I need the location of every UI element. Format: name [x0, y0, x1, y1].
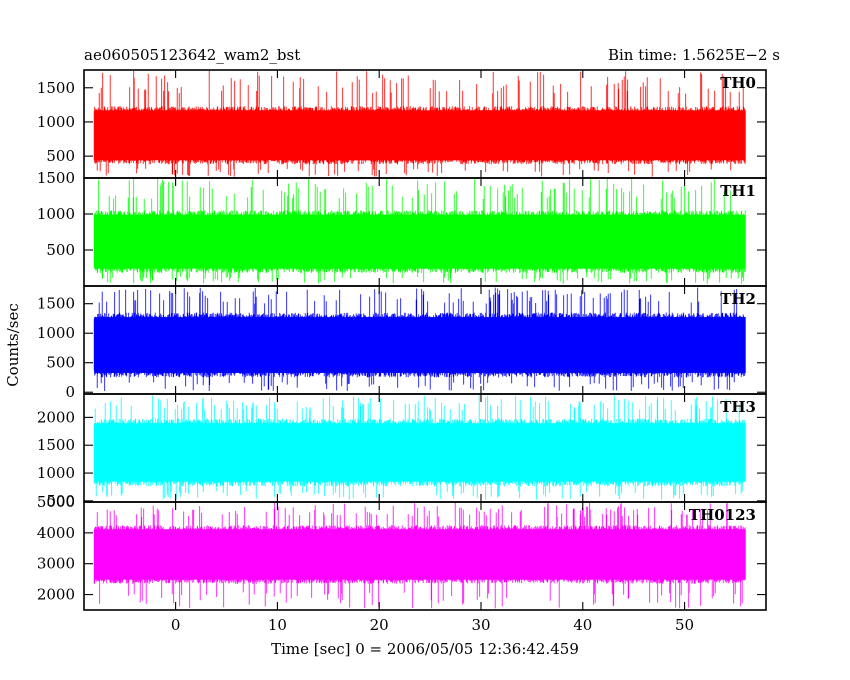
y-axis-label: Counts/sec: [4, 303, 22, 387]
x-tick-label: 50: [675, 616, 694, 634]
series-th2-core: [94, 317, 746, 373]
series-th3-core: [94, 423, 746, 482]
y-tick-label: 500: [46, 492, 75, 510]
y-tick-label: 1000: [37, 464, 75, 482]
y-tick-label: 500: [46, 241, 75, 259]
y-tick-label: 4000: [37, 524, 75, 542]
y-tick-label: 0: [65, 383, 75, 401]
series-th0123-core: [94, 529, 746, 580]
x-tick-label: 10: [268, 616, 287, 634]
panel-th3: 500 1000 1500 2000 TH3: [37, 393, 767, 510]
y-tick-label: 5000: [37, 493, 75, 511]
y-tick-label: 1000: [37, 113, 75, 131]
y-tick-label: 3000: [37, 555, 75, 573]
panel-label: TH1: [720, 182, 756, 200]
y-tick-label: 1000: [37, 324, 75, 342]
series-th1-core: [94, 214, 746, 269]
y-tick-label: 1000: [37, 205, 75, 223]
panel-label: TH0: [720, 74, 756, 92]
panel-th1: 500 1000 1500 TH1: [37, 169, 767, 287]
y-tick-label: 1500: [37, 79, 75, 97]
y-tick-label: 500: [46, 147, 75, 165]
y-tick-label: 2000: [37, 408, 75, 426]
panel-label: TH0123: [689, 506, 756, 524]
series-th0-core: [94, 110, 746, 161]
x-tick-label: 0: [171, 616, 181, 634]
x-axis-label: Time [sec] 0 = 2006/05/05 12:36:42.459: [271, 640, 579, 658]
chart-title-left: ae060505123642_wam2_bst: [84, 46, 300, 64]
y-tick-label: 2000: [37, 586, 75, 604]
x-tick-label: 30: [471, 616, 490, 634]
panel-th0: 500 1000 1500 TH0: [37, 69, 767, 179]
chart-title-right: Bin time: 1.5625E−2 s: [608, 46, 780, 64]
panel-label: TH3: [720, 398, 756, 416]
y-tick-label: 1500: [37, 295, 75, 313]
y-tick-label: 1500: [37, 436, 75, 454]
panel-th2: 0 500 1000 1500 TH2: [37, 285, 767, 401]
panel-th0123: 2000 3000 4000 5000 TH0123: [37, 493, 767, 611]
panel-frame: [83, 501, 767, 611]
x-tick-label: 20: [370, 616, 389, 634]
y-tick-label: 1500: [37, 169, 75, 187]
y-tick-label: 500: [46, 354, 75, 372]
x-tick-label: 40: [573, 616, 592, 634]
panel-label: TH2: [720, 290, 756, 308]
